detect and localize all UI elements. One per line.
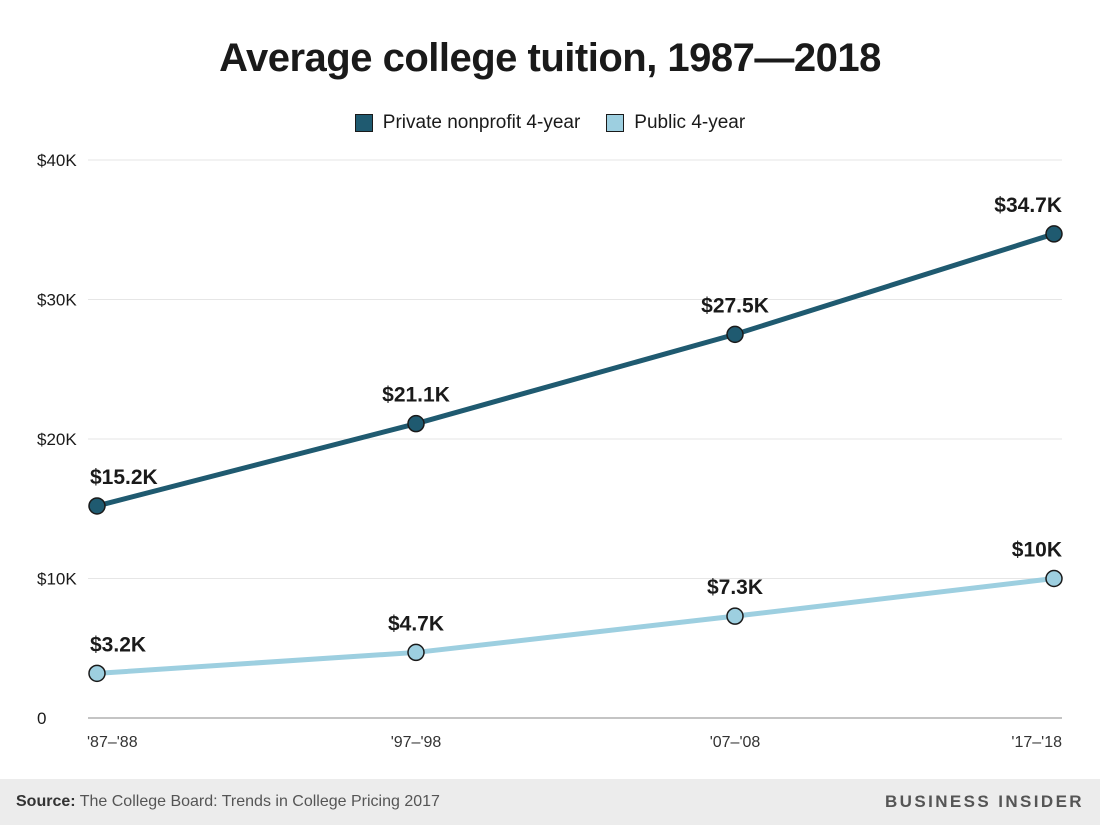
legend-item-public: Public 4-year xyxy=(606,112,745,134)
legend-label-public: Public 4-year xyxy=(634,112,746,133)
source-note: Source: The College Board: Trends in Col… xyxy=(16,793,440,811)
legend-label-private: Private nonprofit 4-year xyxy=(382,112,581,133)
data-label-private: $15.2K xyxy=(90,466,158,489)
series-line-private xyxy=(94,231,1057,509)
data-point-public xyxy=(1045,569,1063,588)
data-label-public: $4.7K xyxy=(388,612,444,635)
data-label-private: $34.7K xyxy=(994,194,1062,217)
y-tick-label: $10K xyxy=(37,570,77,589)
source-label: Source: xyxy=(16,793,76,810)
data-point-public xyxy=(407,643,425,662)
brand-logo: BUSINESS INSIDER xyxy=(885,792,1084,811)
line-chart: 0 $10K $20K $30K $40K '87–'88 '97–'98 '07–'08 '1… xyxy=(37,151,1063,751)
y-tick-label: $40K xyxy=(37,151,77,170)
data-label-public: $3.2K xyxy=(90,633,146,656)
y-tick-label: $30K xyxy=(37,291,77,310)
legend-swatch-public xyxy=(606,114,625,132)
footer: Source: The College Board: Trends in Col… xyxy=(0,779,1100,825)
data-point-private xyxy=(726,325,744,344)
data-point-private xyxy=(407,414,425,433)
y-tick-label: $20K xyxy=(37,430,77,449)
data-point-public xyxy=(88,664,106,683)
data-label-public: $7.3K xyxy=(707,576,763,599)
x-tick-label: '87–'88 xyxy=(87,734,138,751)
data-point-private xyxy=(1045,225,1063,243)
x-tick-label: '17–'18 xyxy=(1011,734,1062,751)
chart-title: Average college tuition, 1987—2018 xyxy=(219,36,881,80)
legend-item-private: Private nonprofit 4-year xyxy=(354,112,581,134)
y-tick-label: 0 xyxy=(37,709,46,728)
x-tick-label: '97–'98 xyxy=(391,734,442,751)
x-tick-label: '07–'08 xyxy=(710,734,761,751)
data-point-private xyxy=(88,497,106,515)
source-text: The College Board: Trends in College Pri… xyxy=(79,793,440,810)
data-label-private: $27.5K xyxy=(701,294,769,317)
series-line-public xyxy=(94,576,1057,676)
legend: Private nonprofit 4-year Public 4-year xyxy=(0,112,1100,134)
data-point-public xyxy=(726,607,744,625)
data-label-public: $10K xyxy=(1012,539,1062,562)
legend-swatch-private xyxy=(354,114,373,132)
data-label-private: $21.1K xyxy=(382,384,450,407)
